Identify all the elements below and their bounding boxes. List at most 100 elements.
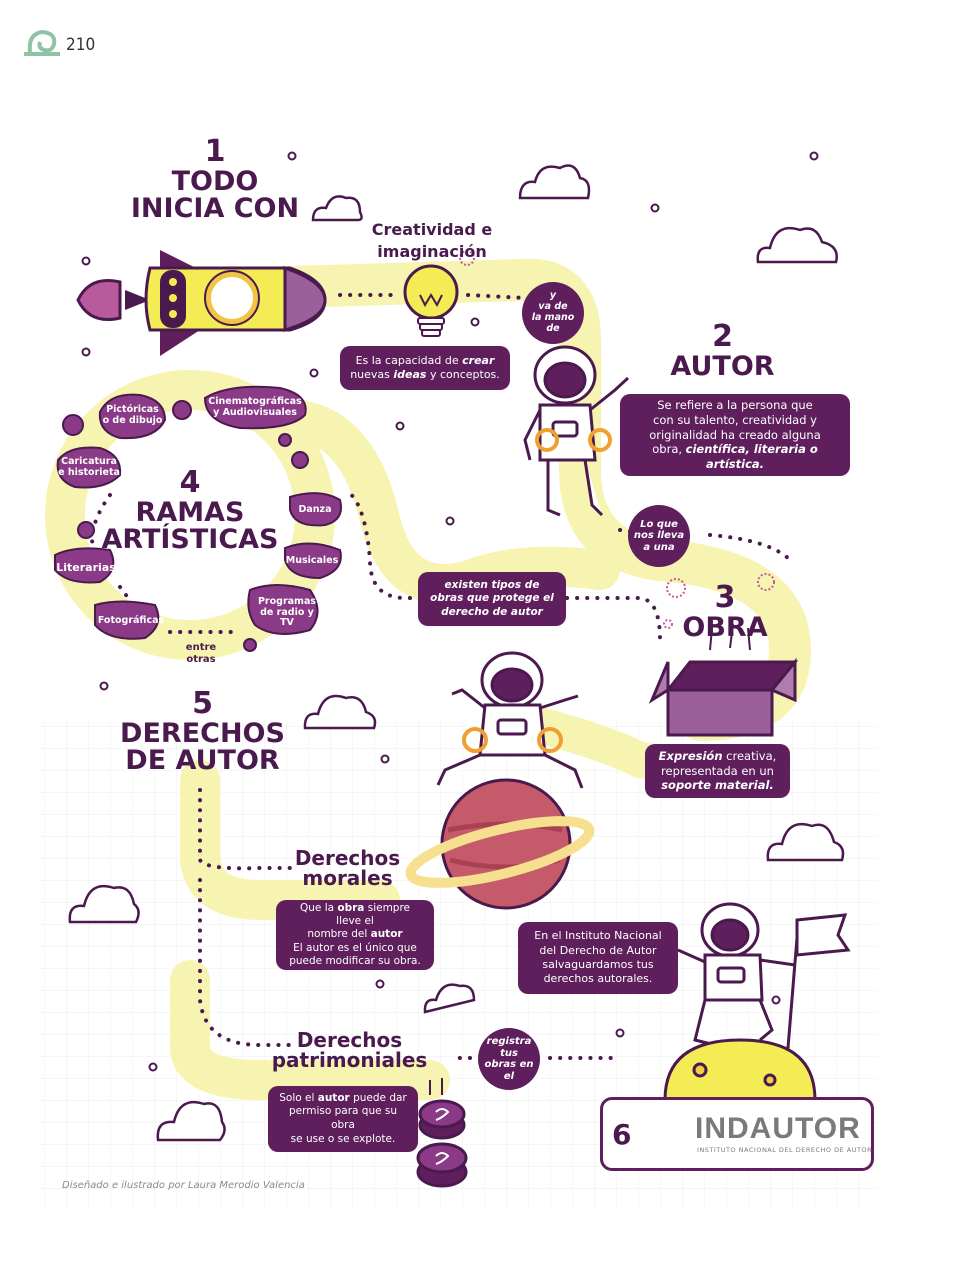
connector-box-3: existen tipos de obras que protege el de…: [418, 572, 566, 626]
rama-programas: Programas de radio y TV: [252, 594, 322, 632]
moon-icon: [663, 1038, 817, 1102]
rama-label: e historieta: [58, 467, 120, 478]
patrimoniales-title-line: Derechos: [296, 1028, 403, 1052]
instituto-desc-line: En el Instituto Nacional: [534, 929, 662, 943]
autor-desc-line: con su talento, creatividad y: [653, 412, 817, 427]
connector4-line: registra tus: [486, 1036, 532, 1059]
rama-label: Cinematográficas: [208, 396, 302, 408]
rama-label: Danza: [298, 503, 332, 515]
step5-line2: DE AUTOR: [125, 745, 280, 777]
connector2-line: a una: [643, 541, 675, 553]
patrimoniales-desc-line: Solo el: [279, 1091, 318, 1104]
coins-icon: [416, 1078, 468, 1188]
morales-desc-line: Que la: [299, 902, 338, 915]
instituto-description: En el Instituto Nacional del Derecho de …: [518, 922, 678, 994]
patrimoniales-title-line: patrimoniales: [271, 1048, 428, 1073]
connector1-line: la mano: [531, 312, 575, 323]
lightbulb-icon: [403, 264, 459, 337]
connector-bubble-2: Lo que nos lleva a una: [628, 505, 690, 567]
rama-pictoricas: Pictóricas o de dibujo: [100, 396, 165, 436]
creativity-title: Creatividad e imaginación: [362, 219, 502, 262]
instituto-desc-line: del Derecho de Autor: [539, 943, 657, 957]
patrimoniales-desc-line: permiso para que su obra: [288, 1105, 398, 1131]
obra-desc-line: creativa,: [722, 748, 777, 763]
rama-label: Fotográficas: [97, 614, 165, 626]
rama-fotograficas: Fotográficas: [96, 608, 166, 634]
autor-desc-emphasis: científica, literaria o artística.: [685, 442, 818, 472]
open-box-icon: [648, 623, 799, 737]
indautor-logo-subtitle: INSTITUTO NACIONAL DEL DERECHO DE AUTOR: [697, 1146, 873, 1154]
creativity-desc-text: y conceptos.: [426, 368, 500, 381]
step2-title: AUTOR: [670, 350, 775, 382]
morales-desc-line: siempre lleve el: [336, 902, 411, 928]
rama-caricatura: Caricatura e historieta: [56, 450, 122, 486]
entre-otras-line: otras: [186, 654, 216, 665]
creativity-desc-text: Es la capacidad de: [355, 353, 463, 367]
rama-label: y Audiovisuales: [213, 407, 297, 418]
connector1-line: va de: [538, 301, 568, 313]
morales-desc-emphasis: obra: [337, 902, 365, 915]
step3-title: OBRA: [682, 611, 768, 643]
rama-danza: Danza: [290, 498, 340, 522]
step3-heading: 3 OBRA: [670, 580, 780, 643]
step1-line2: INICIA CON: [130, 193, 300, 225]
rama-label: Musicales: [285, 554, 339, 566]
patrimoniales-description: Solo el autor puede dar permiso para que…: [268, 1086, 418, 1152]
rama-label: Caricatura: [61, 456, 117, 468]
indautor-logo-title: INDAUTOR: [695, 1112, 861, 1145]
rama-label: Literarias: [56, 560, 116, 574]
instituto-desc-line: salvaguardamos tus: [542, 958, 654, 971]
creativity-description: Es la capacidad de crear nuevas ideas y …: [340, 346, 510, 390]
step1-line1: TODO: [171, 165, 259, 197]
pink-sparkles: [459, 250, 775, 629]
obra-description: Expresión creativa, representada en un s…: [645, 744, 790, 798]
instituto-desc-line: derechos autorales.: [543, 972, 653, 986]
connector4-line: obras en el: [484, 1059, 534, 1082]
obra-desc-emphasis: soporte material.: [661, 778, 774, 793]
connector1-line: y: [549, 290, 557, 302]
snail-logo-icon: [24, 29, 60, 56]
entre-otras-line: entre: [185, 642, 217, 653]
step3-number: 3: [714, 580, 736, 615]
morales-title-line: morales: [302, 866, 393, 891]
morales-desc-emphasis: autor: [370, 928, 403, 941]
indautor-logo-box: [600, 1097, 874, 1171]
astronaut-flag-icon: [677, 902, 851, 1061]
morales-desc-line: El autor es el único que: [293, 941, 417, 954]
rama-literarias: Literarias: [55, 555, 117, 581]
rama-label: Programas: [257, 595, 317, 607]
step4-number: 4: [179, 465, 201, 500]
planet-icon: [405, 778, 595, 910]
morales-title: Derechos morales: [285, 848, 410, 889]
connector2-line: Lo que: [640, 518, 678, 530]
rama-label: o de dibujo: [102, 415, 163, 426]
step1-heading: 1 TODO INICIA CON: [130, 136, 300, 225]
creativity-title-line2: imaginación: [377, 241, 487, 261]
asteroid-rocks: [54, 385, 342, 652]
astronaut-sitting-icon: [436, 651, 584, 789]
step4-line1: RAMAS: [135, 496, 245, 528]
step5-number: 5: [192, 686, 213, 721]
patrimoniales-desc-line: se use o se explote.: [290, 1132, 396, 1145]
step5-line1: DERECHOS: [120, 717, 285, 749]
connector3-line: obras que protege el: [430, 592, 554, 605]
rama-musicales: Musicales: [284, 548, 340, 574]
autor-desc-line: originalidad ha creado alguna: [649, 427, 821, 442]
patrimoniales-desc-emphasis: autor: [317, 1091, 350, 1104]
connector1-line: de: [546, 322, 560, 334]
autor-desc-line: Se refiere a la persona que: [657, 397, 813, 412]
connector2-line: nos lleva: [633, 530, 685, 542]
step6-number: 6: [612, 1118, 632, 1151]
morales-title-line: Derechos: [294, 846, 401, 870]
patrimoniales-title: Derechos patrimoniales: [262, 1030, 437, 1071]
obra-desc-line: representada en un: [661, 763, 774, 778]
creativity-desc-emphasis: crear: [462, 353, 495, 367]
rama-label: de radio y TV: [260, 606, 314, 629]
design-credit: Diseñado e ilustrado por Laura Merodio V…: [62, 1180, 305, 1191]
creativity-desc-text: nuevas: [350, 368, 394, 381]
rocket-icon: [76, 250, 327, 356]
obra-desc-emphasis: Expresión: [658, 748, 723, 763]
connector-bubble-4: registra tus obras en el: [478, 1028, 540, 1090]
step5-heading: 5 DERECHOS DE AUTOR: [115, 686, 290, 777]
step2-number: 2: [712, 319, 733, 354]
